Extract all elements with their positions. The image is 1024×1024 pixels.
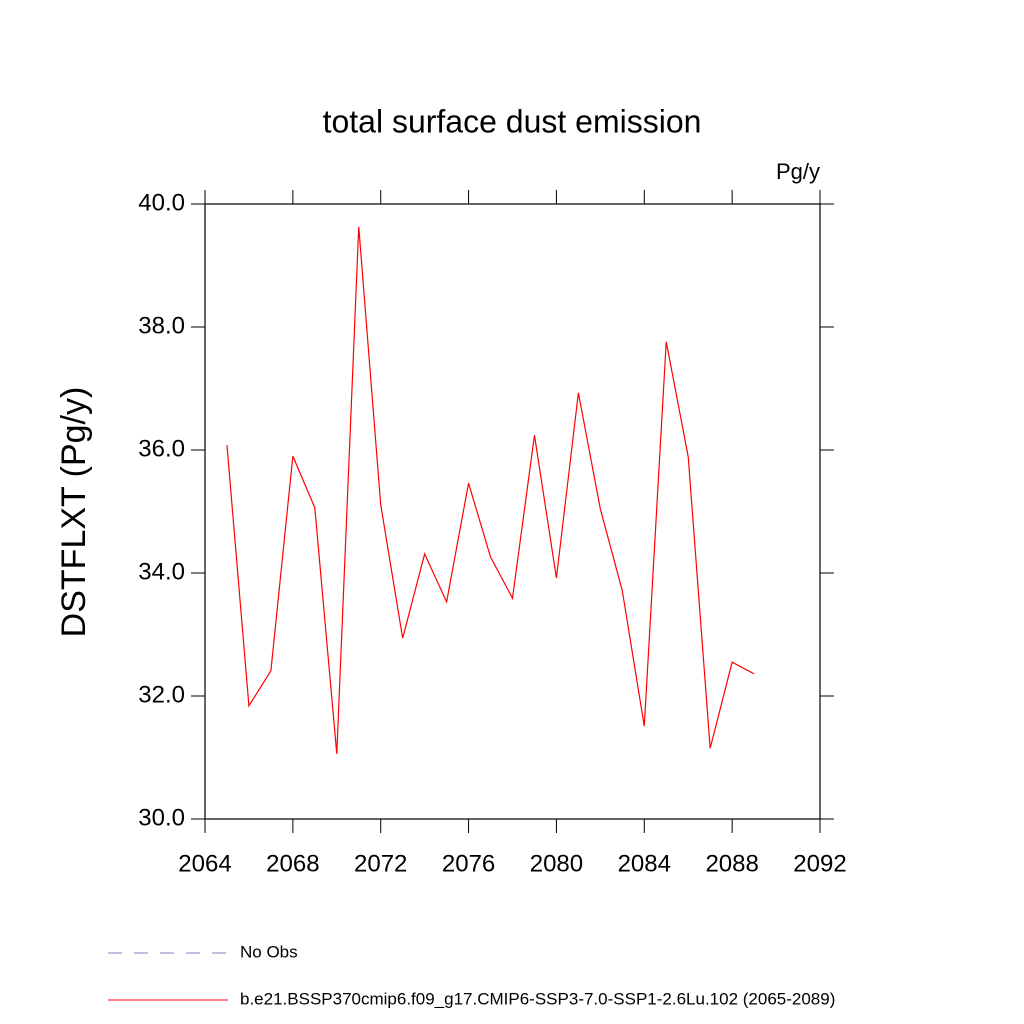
chart-title: total surface dust emission — [323, 103, 702, 139]
x-tick-label: 2064 — [178, 850, 231, 877]
x-tick-label: 2080 — [530, 850, 583, 877]
y-axis-label: DSTFLXT (Pg/y) — [55, 387, 93, 638]
x-tick-label: 2076 — [442, 850, 495, 877]
y-tick-label: 30.0 — [138, 804, 185, 831]
y-tick-label: 38.0 — [138, 312, 185, 339]
y-tick-label: 36.0 — [138, 435, 185, 462]
y-tick-label: 34.0 — [138, 558, 185, 585]
y-tick-label: 40.0 — [138, 189, 185, 216]
y-tick-label: 32.0 — [138, 681, 185, 708]
plot-frame — [204, 203, 821, 820]
x-tick-label: 2088 — [705, 850, 758, 877]
data-line — [226, 226, 755, 754]
legend-label: No Obs — [240, 942, 298, 961]
x-tick-label: 2072 — [354, 850, 407, 877]
units: Pg/y — [776, 159, 820, 184]
x-tick-label: 2092 — [793, 850, 846, 877]
x-tick-label: 2084 — [618, 850, 671, 877]
x-tick-label: 2068 — [266, 850, 319, 877]
legend-label: b.e21.BSSP370cmip6.f09_g17.CMIP6-SSP3-7.… — [240, 989, 835, 1008]
